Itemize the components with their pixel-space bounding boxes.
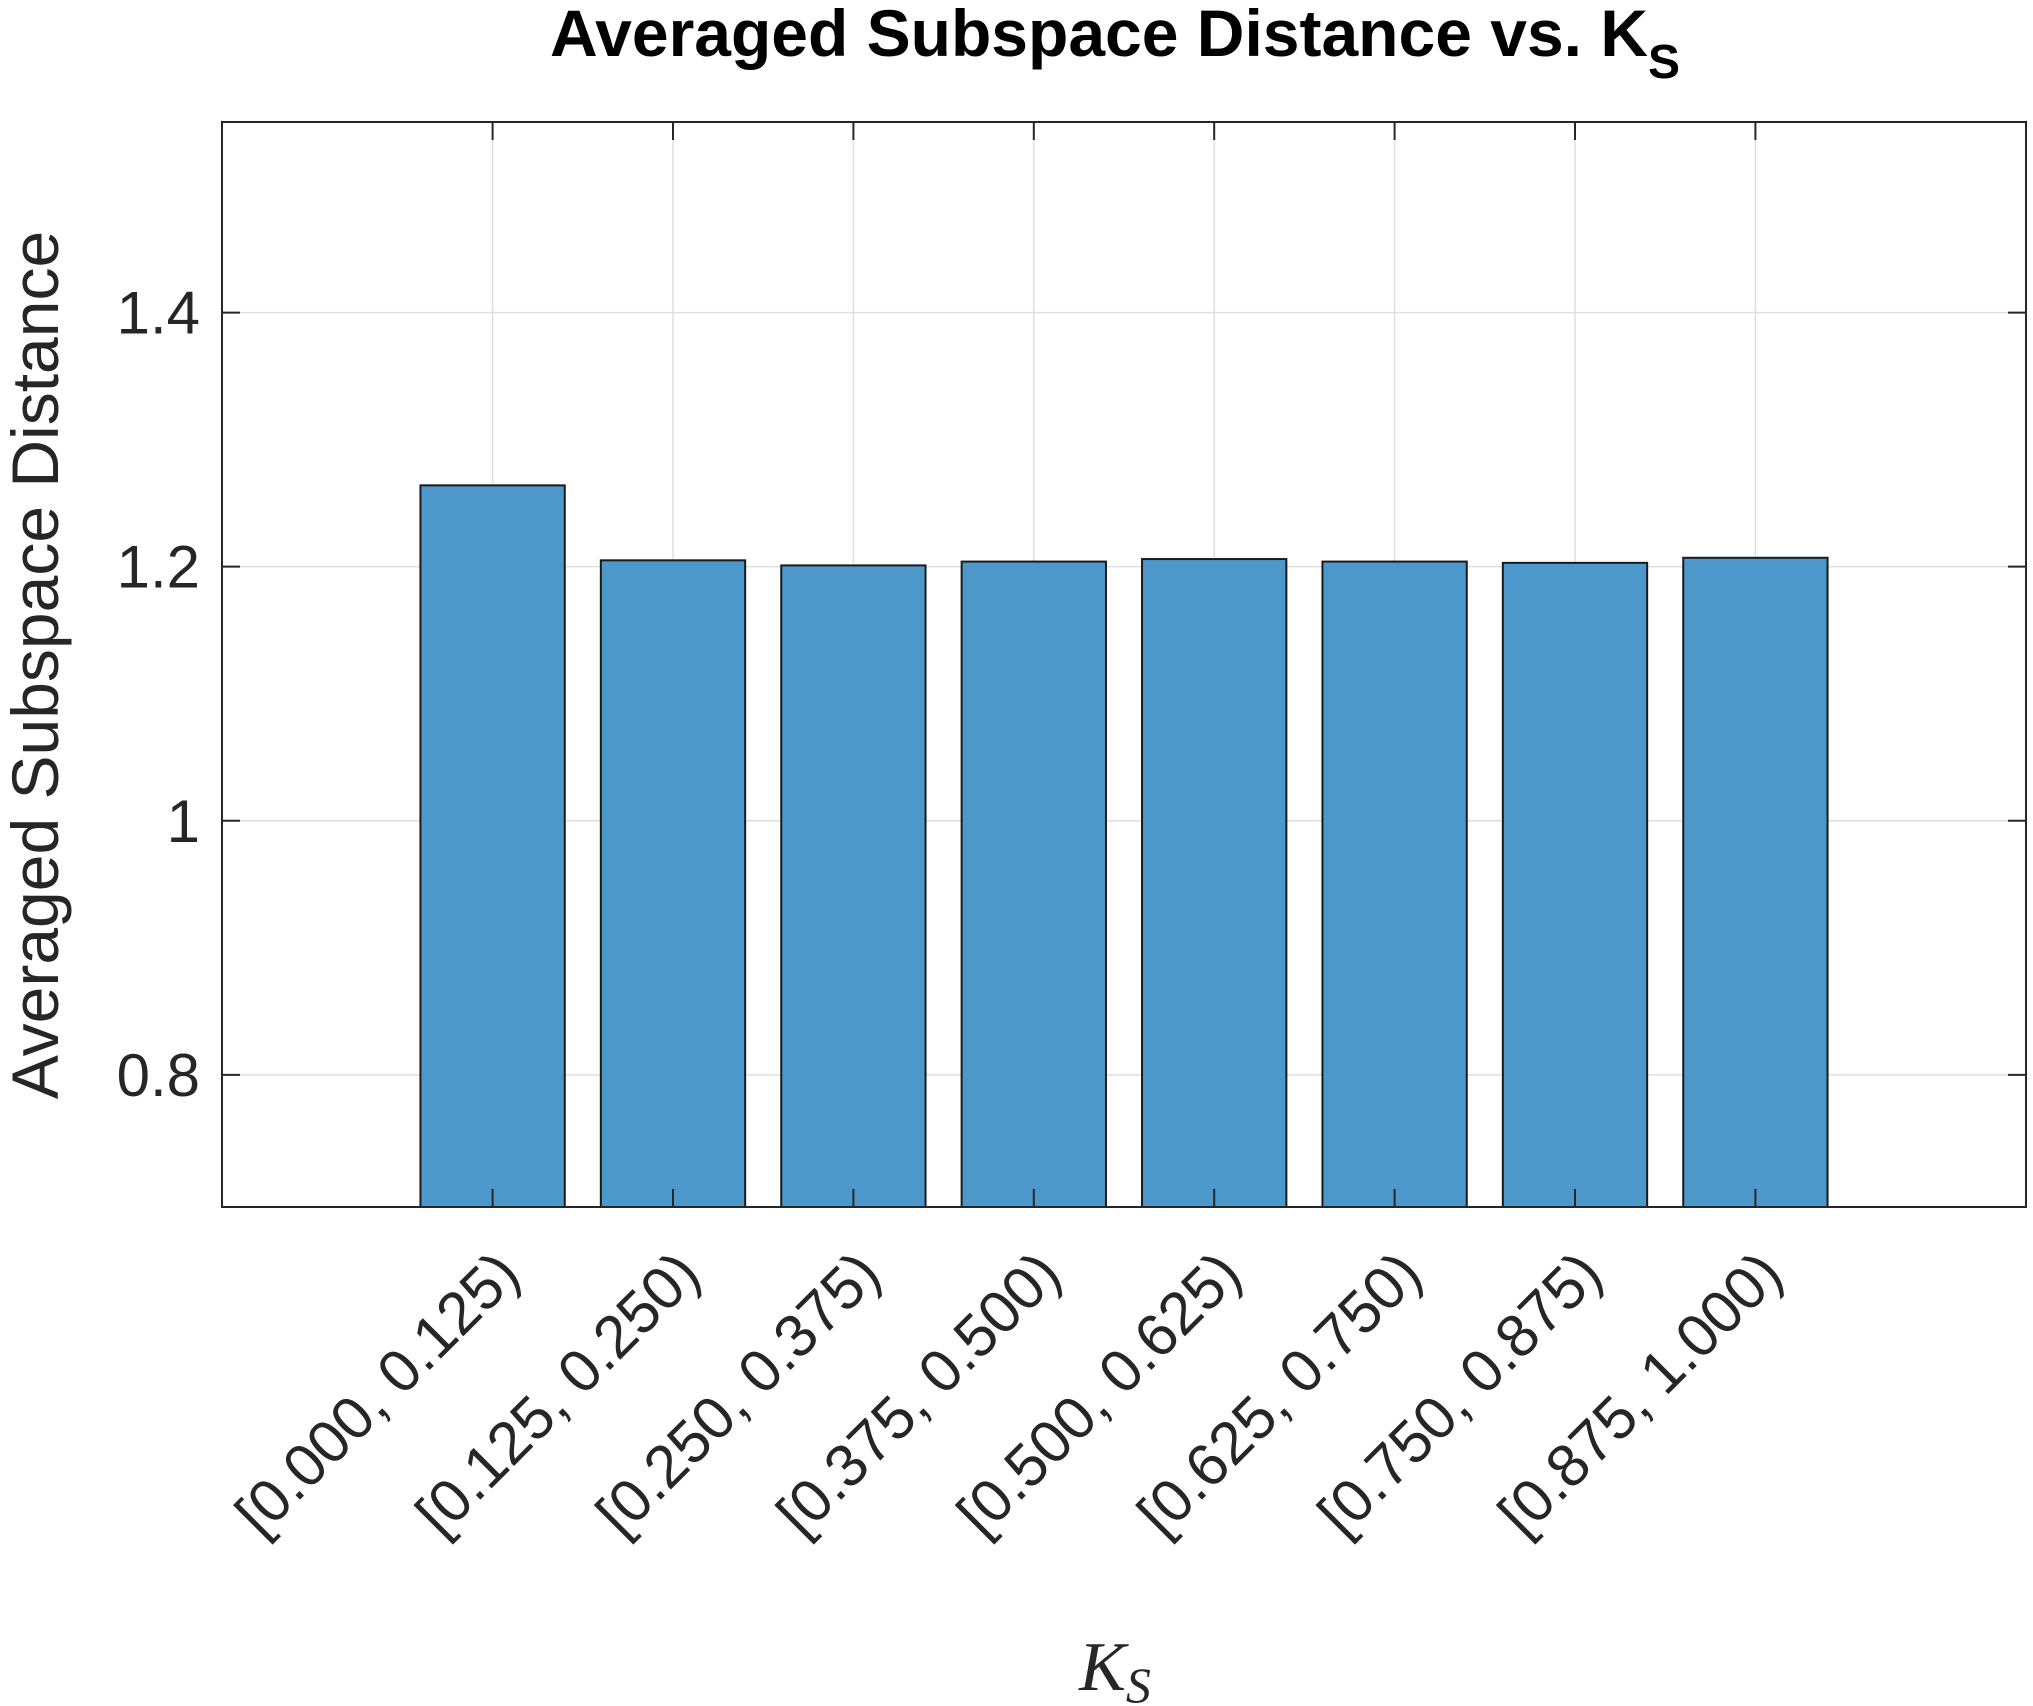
bar: [1321, 560, 1468, 1208]
y-axis-label: Averaged Subspace Distance: [0, 231, 72, 1099]
bar: [1682, 556, 1829, 1208]
y-tick-label: 1.4: [117, 280, 200, 347]
bar: [780, 564, 927, 1208]
bar: [599, 559, 747, 1208]
y-tick-labels: 0.8 1 1.2 1.4: [117, 280, 200, 1109]
bar: [1501, 561, 1649, 1208]
chart-title-subscript: S: [1648, 36, 1680, 89]
y-tick-label: 1: [167, 788, 200, 855]
x-tick-labels: [0.000, 0.125)[0.125, 0.250)[0.250, 0.37…: [223, 1239, 1795, 1548]
y-tick-label: 1.2: [117, 534, 200, 601]
bars: [419, 484, 1829, 1208]
chart-title: Averaged Subspace Distance vs. KS: [550, 0, 1680, 89]
x-axis-label-main: K: [1078, 1629, 1129, 1706]
axis-ticks: [222, 122, 2026, 1207]
y-tick-label: 0.8: [117, 1042, 200, 1109]
chart-title-main: Averaged Subspace Distance vs. K: [550, 0, 1648, 70]
plot-area-frame: [221, 121, 2027, 1208]
x-axis-label-subscript: S: [1126, 1657, 1151, 1706]
bar: [1141, 558, 1288, 1208]
bar: [419, 484, 566, 1208]
x-axis-label: KS: [1078, 1629, 1151, 1706]
bar: [960, 560, 1107, 1208]
